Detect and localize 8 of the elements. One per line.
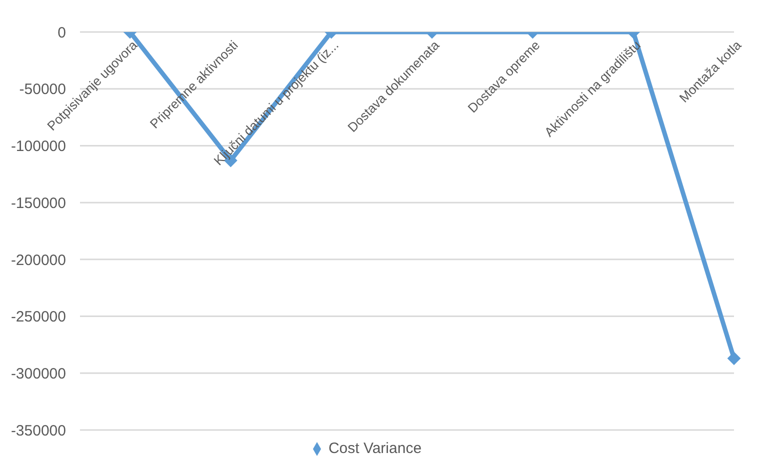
- y-tick-label: 0: [58, 24, 66, 42]
- y-tick-label: -300000: [10, 365, 66, 382]
- y-tick-label: -200000: [10, 252, 66, 269]
- y-tick-label: -350000: [10, 422, 66, 440]
- legend-label: Cost Variance: [328, 440, 422, 457]
- y-tick-label: -150000: [10, 194, 66, 212]
- y-tick-label: -250000: [10, 308, 66, 326]
- y-tick-label: -100000: [10, 138, 66, 156]
